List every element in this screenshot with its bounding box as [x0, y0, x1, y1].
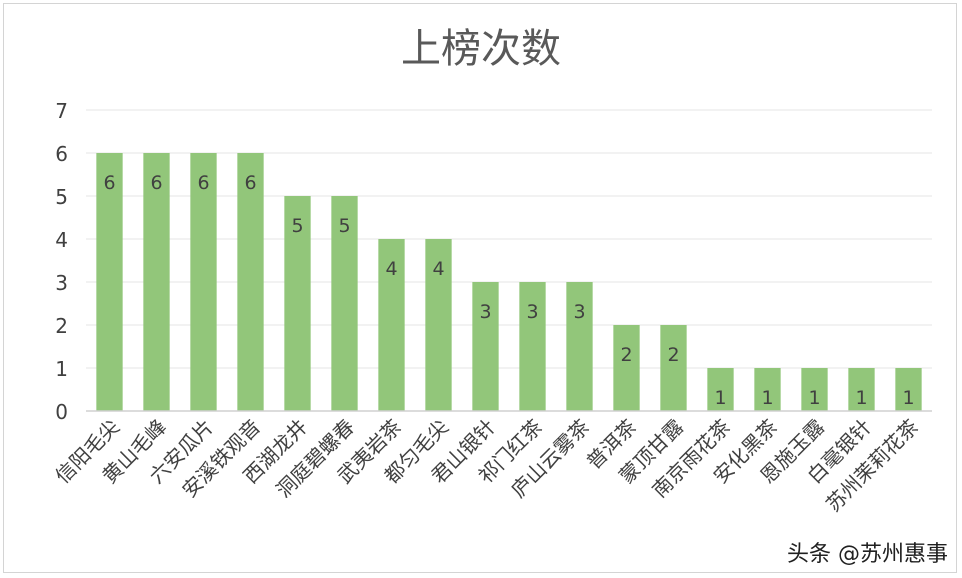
data-label: 3 [573, 301, 585, 323]
y-tick-label: 1 [55, 357, 68, 381]
bar [378, 239, 405, 411]
data-label: 1 [902, 387, 914, 409]
chart-title: 上榜次数 [401, 26, 561, 72]
data-label: 6 [103, 172, 115, 194]
y-tick-label: 7 [55, 99, 68, 123]
watermark: 头条 @苏州惠事 [787, 542, 948, 567]
bar [190, 153, 217, 411]
data-label: 2 [667, 344, 679, 366]
data-labels: 6 6 6 6 5 5 4 4 3 3 3 2 2 1 1 1 1 1 [103, 172, 914, 409]
gridlines [86, 109, 932, 369]
data-label: 3 [479, 301, 491, 323]
y-tick-label: 6 [55, 142, 68, 166]
bar [425, 239, 452, 411]
y-tick-label: 4 [55, 228, 68, 252]
data-label: 4 [432, 258, 444, 280]
data-label: 6 [244, 172, 256, 194]
bar [566, 282, 593, 411]
bar [284, 196, 311, 411]
bar [895, 368, 922, 411]
data-label: 1 [714, 387, 726, 409]
bar [613, 325, 640, 411]
bar [848, 368, 875, 411]
data-label: 1 [808, 387, 820, 409]
y-axis-ticks: 0 1 2 3 4 5 6 7 [55, 99, 68, 424]
data-label: 3 [526, 301, 538, 323]
bar [660, 325, 687, 411]
chart-frame [3, 3, 957, 573]
data-label: 5 [291, 215, 303, 237]
bar [754, 368, 781, 411]
bar [707, 368, 734, 411]
y-tick-label: 2 [55, 314, 68, 338]
bar [472, 282, 499, 411]
bar [237, 153, 264, 411]
y-tick-label: 3 [55, 271, 68, 295]
bar [143, 153, 170, 411]
x-axis-ticks: 信阳毛尖黄山毛峰六安瓜片安溪铁观音西湖龙井洞庭碧螺春武夷岩茶都匀毛尖君山银针祁门… [50, 415, 923, 517]
y-tick-label: 5 [55, 185, 68, 209]
data-label: 5 [338, 215, 350, 237]
data-label: 6 [197, 172, 209, 194]
y-tick-label: 0 [55, 400, 68, 424]
data-label: 6 [150, 172, 162, 194]
data-label: 1 [855, 387, 867, 409]
bar [331, 196, 358, 411]
data-label: 1 [761, 387, 773, 409]
bar [801, 368, 828, 411]
data-label: 4 [385, 258, 397, 280]
data-label: 2 [620, 344, 632, 366]
bar [519, 282, 546, 411]
bars [96, 153, 922, 411]
bar [96, 153, 123, 411]
